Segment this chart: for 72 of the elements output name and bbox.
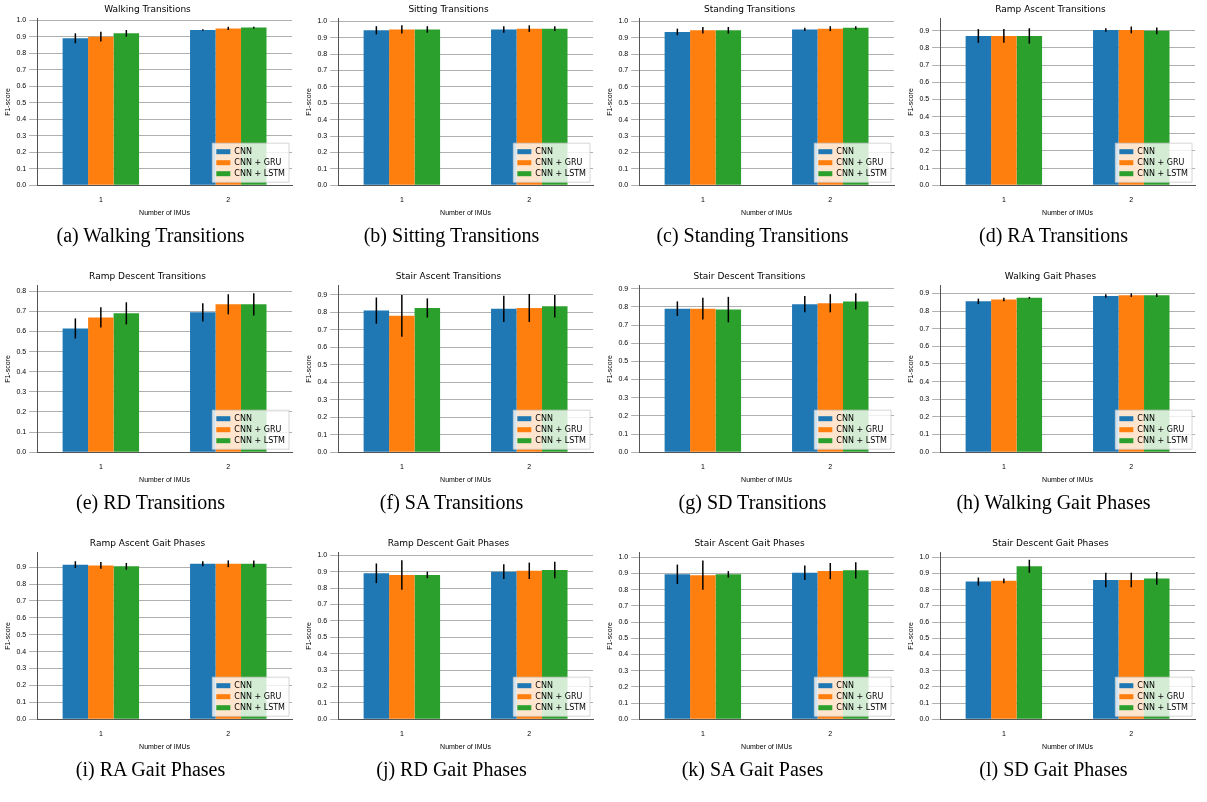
legend-label: CNN [1137,680,1155,690]
legend-label: CNN + GRU [234,424,282,434]
legend-label: CNN + GRU [1137,157,1185,167]
text: (j) RD Gait Phases [375,758,528,781]
legend-label: CNN [535,680,553,690]
chart-title: Ramp Descent Transitions [89,270,207,281]
legend-label: CNN [836,413,854,423]
legend-label: CNN + GRU [535,157,583,167]
chart-title: Sitting Transitions [408,3,489,14]
text: (e) RD Transitions [75,491,226,514]
chart-title: Stair Descent Transitions [693,270,806,281]
bar [965,581,992,719]
bar [113,313,140,452]
bar [190,312,216,452]
legend-label: CNN [234,680,252,690]
legend-label: CNN [535,413,553,423]
chart-title: Ramp Ascent Gait Phases [89,537,206,548]
chart-title: Ramp Descent Gait Phases [387,537,510,548]
bar [113,33,140,185]
bar [1016,566,1043,719]
legend-label: CNN + LSTM [535,168,587,178]
legend-label: CNN + LSTM [535,702,587,712]
legend-label: CNN + LSTM [836,168,888,178]
text: (l) SD Gait Phases [978,758,1129,781]
chart-title: Stair Ascent Gait Phases [694,537,805,548]
bar [991,580,1017,719]
legend-label: CNN + GRU [234,691,282,701]
bar [1093,579,1119,719]
legend-label: CNN + GRU [1137,691,1185,701]
chart-title: Stair Descent Gait Phases [992,537,1110,548]
text: (i) RA Gait Phases [74,758,227,781]
text: (g) SD Transitions [677,491,828,514]
bar [62,328,89,452]
chart-title: Walking Gait Phases [1004,270,1097,281]
legend-label: CNN + LSTM [1137,702,1189,712]
legend-label: CNN + LSTM [234,168,286,178]
legend-label: CNN [234,413,252,423]
legend-label: CNN [836,146,854,156]
legend-label: CNN + GRU [535,424,583,434]
legend-label: CNN + GRU [836,424,884,434]
legend-label: CNN [836,680,854,690]
legend-label: CNN + GRU [234,157,282,167]
bar [190,30,216,185]
chart-title: Standing Transitions [703,3,796,14]
legend-label: CNN + GRU [836,157,884,167]
chart-title: Ramp Ascent Transitions [995,3,1107,14]
legend-label: CNN + LSTM [1137,168,1189,178]
legend-label: CNN + GRU [535,691,583,701]
text: (a) Walking Transitions [55,224,246,247]
legend-label: CNN + LSTM [1137,435,1189,445]
text: (b) Sitting Transitions [362,224,541,247]
legend-label: CNN + LSTM [836,702,888,712]
legend-label: CNN [1137,146,1155,156]
text: (k) SA Gait Pases [680,758,825,781]
legend-label: CNN + LSTM [535,435,587,445]
text: (c) Standing Transitions [655,224,850,247]
text: (d) RA Transitions [978,224,1129,247]
bar [88,36,114,185]
legend-label: CNN + LSTM [234,702,286,712]
chart-title: Walking Transitions [104,3,192,14]
chart-title: Stair Ascent Transitions [395,270,502,281]
legend-label: CNN [535,146,553,156]
legend-label: CNN + GRU [836,691,884,701]
legend-label: CNN [1137,413,1155,423]
bar [88,317,114,452]
legend-label: CNN [234,146,252,156]
text: (h) Walking Gait Phases [955,491,1152,514]
bar [62,38,89,185]
legend-label: CNN + LSTM [234,435,286,445]
legend-label: CNN + GRU [1137,424,1185,434]
text: (f) SA Transitions [378,491,525,514]
legend-label: CNN + LSTM [836,435,888,445]
